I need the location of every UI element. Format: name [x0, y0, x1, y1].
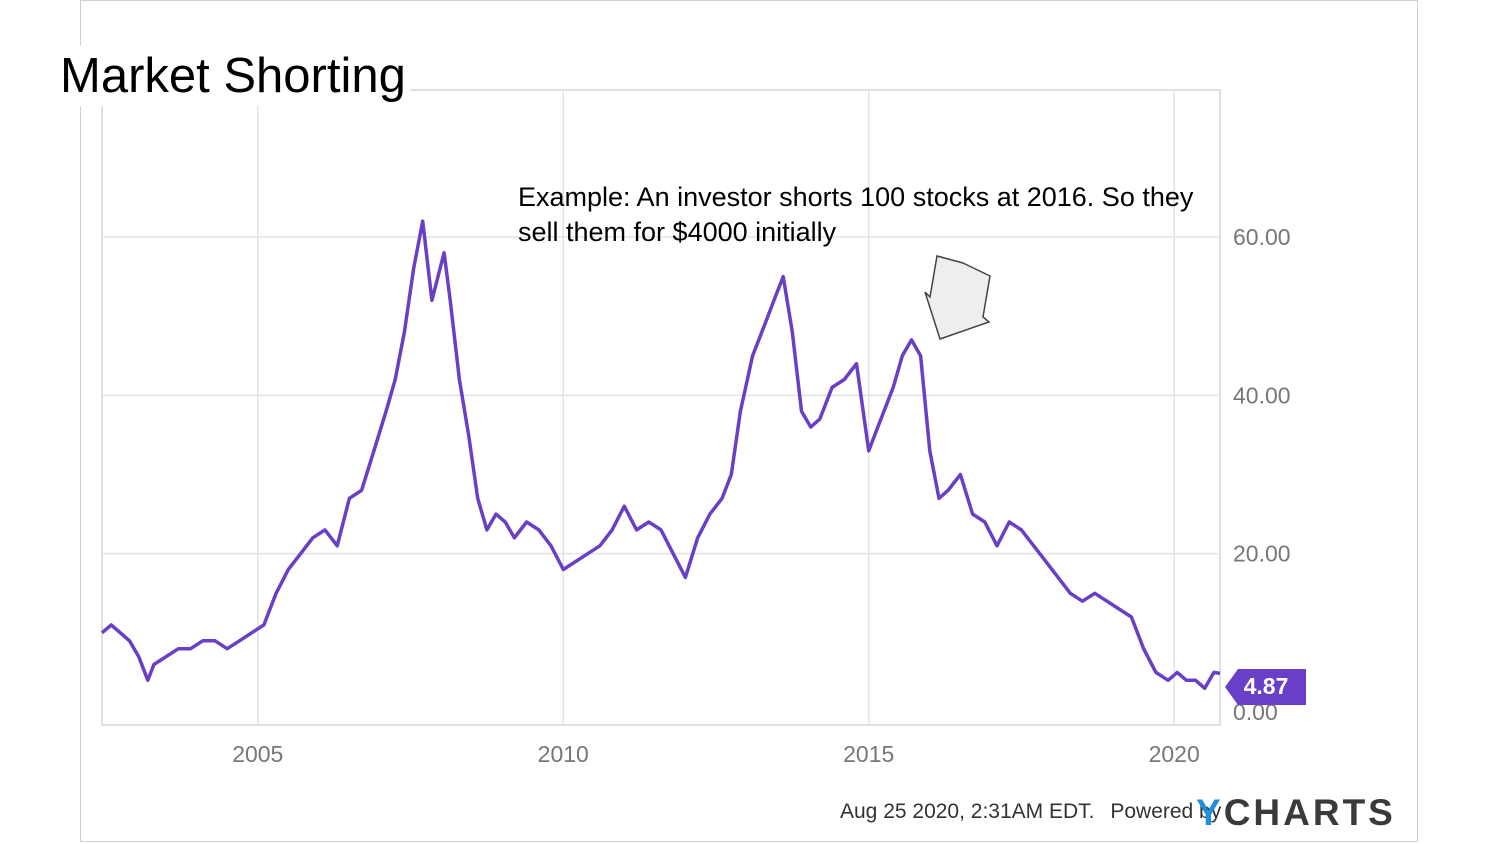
y-tick-label: 40.00 — [1233, 382, 1291, 408]
slide-title: Market Shorting — [60, 46, 410, 106]
footer-powered-by: Powered by — [1110, 800, 1222, 823]
x-tick-label: 2010 — [538, 741, 589, 767]
annotation-text: Example: An investor shorts 100 stocks a… — [518, 182, 1194, 247]
ycharts-logo-text: CHARTS — [1223, 792, 1396, 833]
x-tick-label: 2015 — [843, 741, 894, 767]
footer-timestamp: Aug 25 2020, 2:31AM EDT. — [840, 800, 1095, 823]
last-value-badge: 4.87 — [1225, 669, 1306, 705]
last-value-badge-shape — [1225, 669, 1306, 705]
ycharts-logo[interactable]: YCHARTS — [1196, 792, 1396, 834]
pointer-arrow-shape — [924, 255, 991, 340]
ycharts-logo-y: Y — [1196, 792, 1224, 833]
chart-frame — [80, 0, 1418, 842]
y-tick-label: 60.00 — [1233, 224, 1291, 250]
x-tick-label: 2020 — [1149, 741, 1200, 767]
plot-area-border — [101, 89, 1221, 726]
y-tick-label: 20.00 — [1233, 541, 1291, 567]
series-line — [100, 219, 1221, 691]
x-tick-label: 2005 — [232, 741, 283, 767]
grid-layer — [101, 89, 1221, 726]
last-value-label: 4.87 — [1244, 673, 1289, 699]
footer: Aug 25 2020, 2:31AM EDT. Powered by — [840, 800, 1221, 824]
